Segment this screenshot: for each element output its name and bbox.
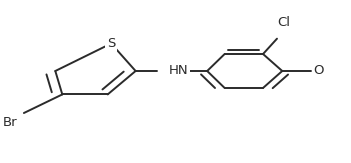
Text: HN: HN xyxy=(169,64,188,77)
Text: O: O xyxy=(314,65,324,77)
Text: Br: Br xyxy=(2,116,17,129)
Text: S: S xyxy=(107,37,115,50)
Text: Cl: Cl xyxy=(277,15,290,29)
